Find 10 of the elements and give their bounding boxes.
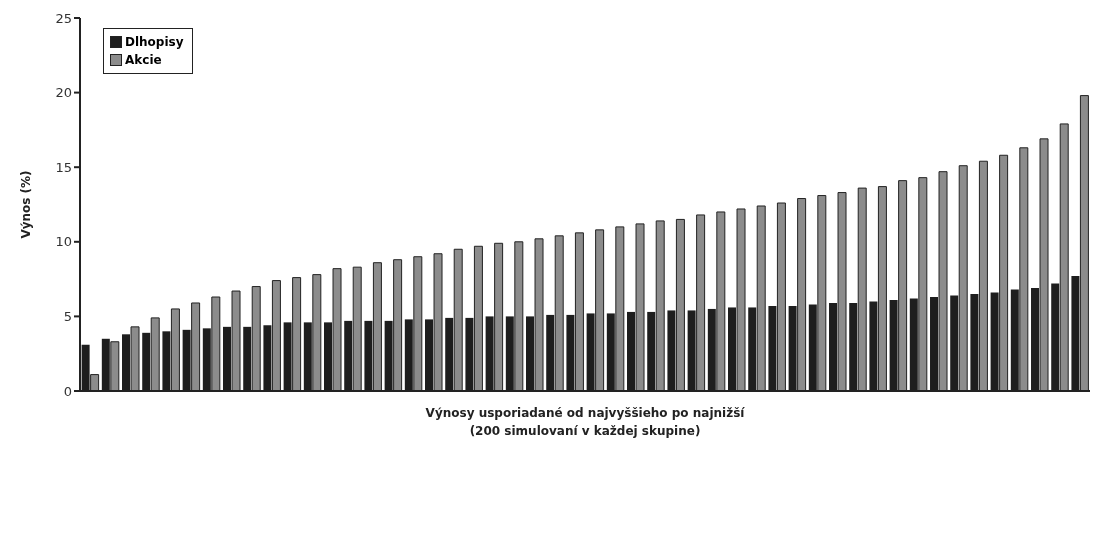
y-tick-label: 5: [63, 309, 72, 325]
y-tick-label: 25: [55, 10, 72, 26]
x-axis-title: Výnosy usporiadané od najvyššieho po najnižší (200 simulovaní v každej skupine): [425, 406, 746, 438]
y-tick-label: 0: [63, 383, 72, 399]
y-tick-label: 15: [55, 159, 72, 175]
y-tick-label: 10: [55, 234, 72, 250]
y-axis-title: Výnos (%): [19, 170, 34, 239]
legend-label: Dlhopisy: [125, 34, 184, 51]
legend-label: Akcie: [125, 52, 162, 69]
y-tick-label: 20: [55, 85, 72, 101]
